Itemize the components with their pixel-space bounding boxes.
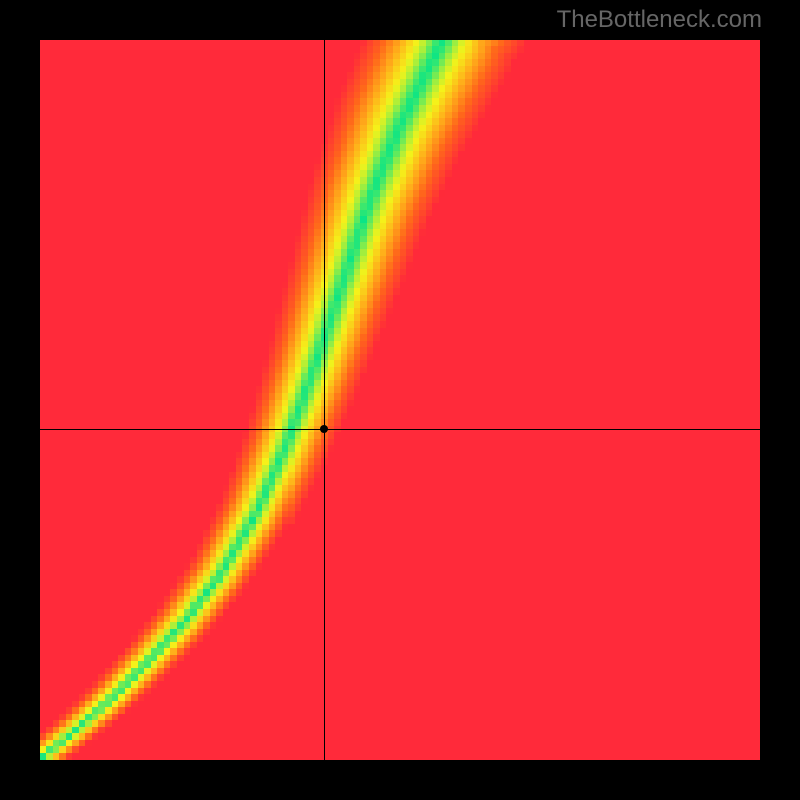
crosshair-horizontal (40, 429, 760, 430)
crosshair-marker (320, 425, 328, 433)
figure-frame: TheBottleneck.com (0, 0, 800, 800)
crosshair-vertical (324, 40, 325, 760)
plot-area (40, 40, 760, 760)
watermark-label: TheBottleneck.com (557, 6, 762, 34)
heatmap-canvas (40, 40, 760, 760)
